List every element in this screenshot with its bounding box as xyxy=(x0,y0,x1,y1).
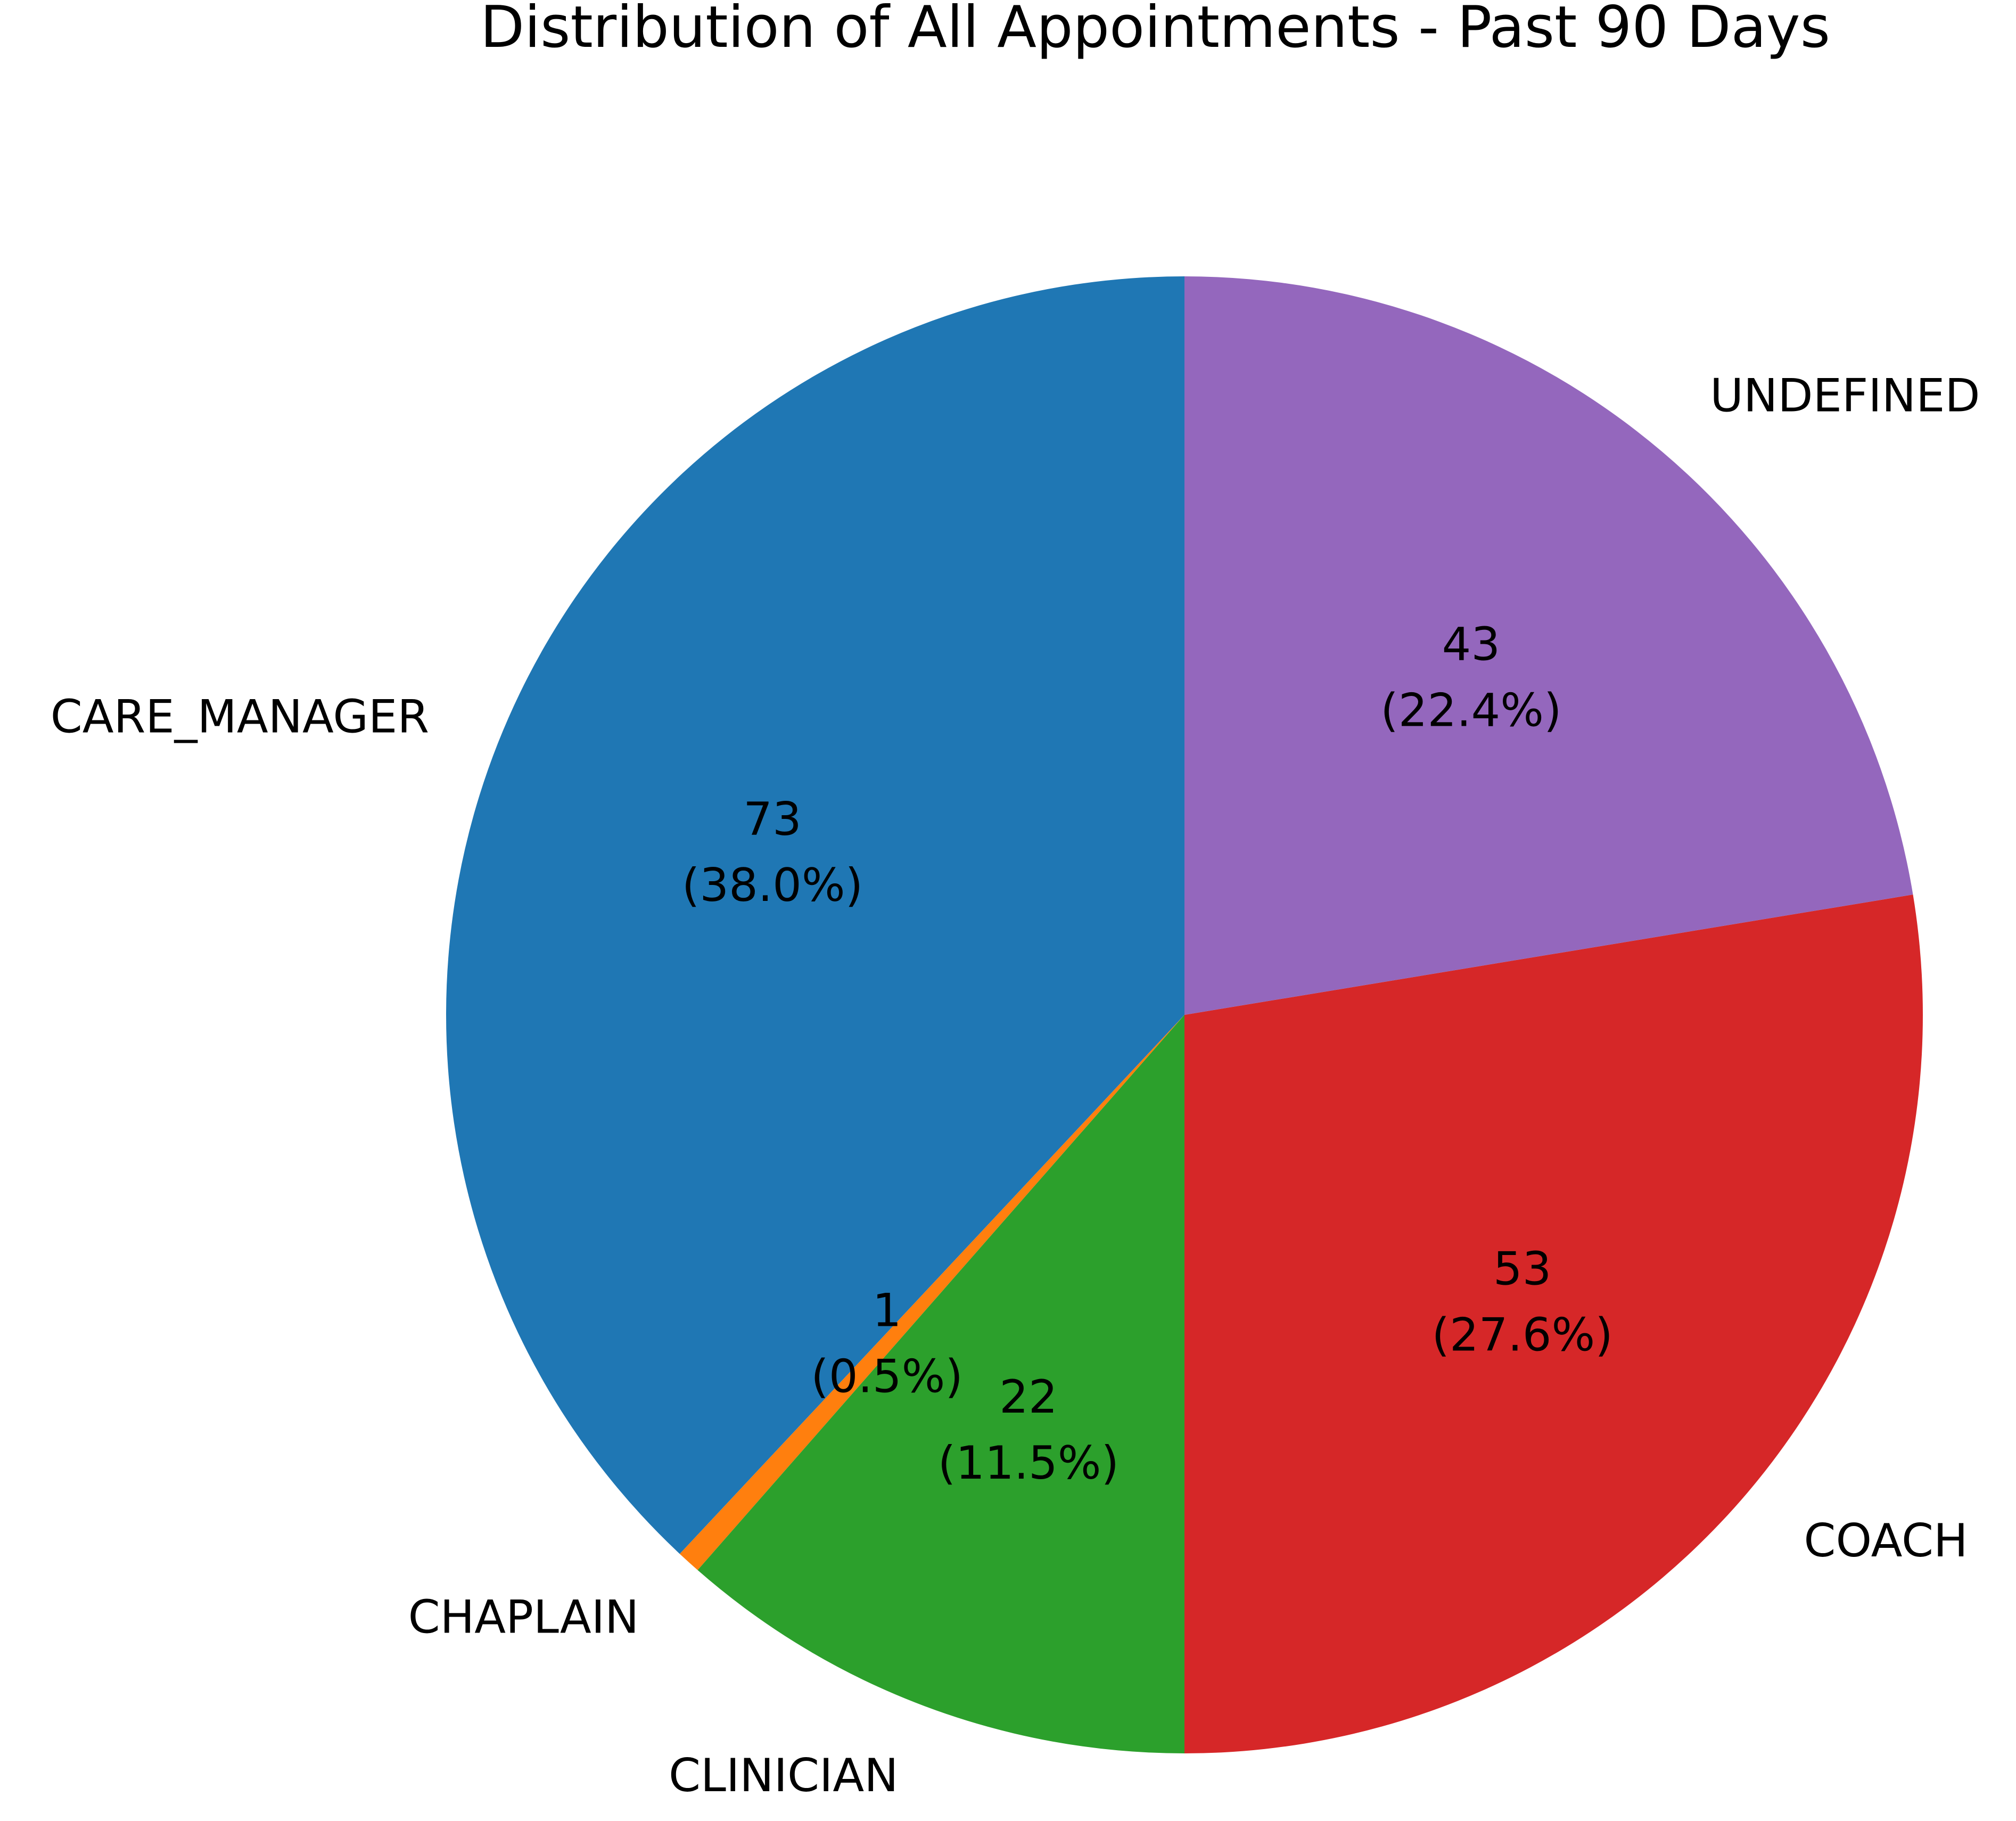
value-label-chaplain: 1 (0.5%) xyxy=(811,1284,963,1404)
pie-value-labels: 73 (38.0%) 1 (0.5%) 22 (11.5%) 53 (27.6%) 43 (22.… xyxy=(682,618,1613,1489)
category-label-care-manager: CARE_MANAGER xyxy=(51,690,429,743)
pie-slice-chaplain xyxy=(679,1015,1184,1570)
value-label-undefined: 43 (22.4%) xyxy=(1380,618,1561,737)
category-label-undefined: UNDEFINED xyxy=(1710,370,1980,423)
pie-slices xyxy=(446,276,1923,1753)
category-label-chaplain: CHAPLAIN xyxy=(408,1591,639,1644)
chart-title: Distribution of All Appointments - Past … xyxy=(480,0,1830,61)
pie-slice-care-manager xyxy=(446,276,1185,1554)
pie-slice-undefined xyxy=(1184,276,1913,1015)
pie-slice-coach xyxy=(1184,895,1923,1753)
value-label-coach: 53 (27.6%) xyxy=(1431,1242,1612,1361)
pie-category-labels: CARE_MANAGER CHAPLAIN CLINICIAN COACH UNDEFI… xyxy=(51,370,1980,1802)
category-label-coach: COACH xyxy=(1804,1514,1968,1568)
pie-slice-clinician xyxy=(697,1015,1184,1753)
category-label-clinician: CLINICIAN xyxy=(669,1749,899,1802)
value-label-care-manager: 73 (38.0%) xyxy=(682,793,863,912)
value-label-clinician: 22 (11.5%) xyxy=(938,1371,1119,1490)
